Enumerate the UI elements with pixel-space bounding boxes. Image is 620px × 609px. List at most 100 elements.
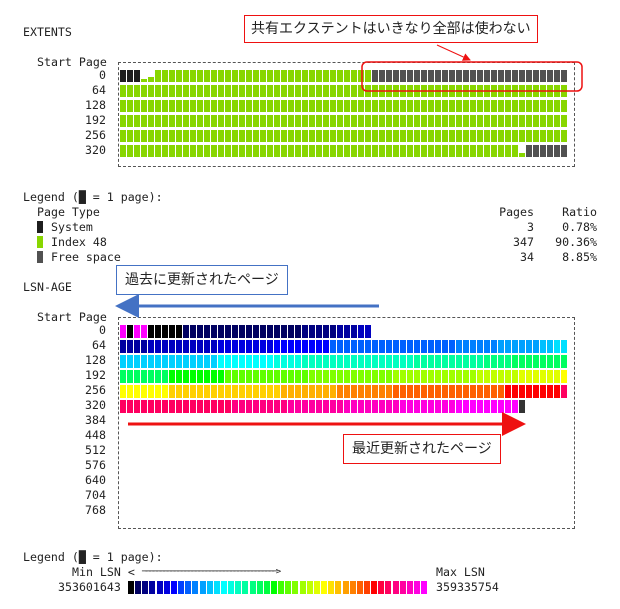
lsn-page-block [197,325,203,338]
index-page-block [267,100,273,112]
lsn-page-block [218,325,224,338]
lsn-page-block [484,355,490,368]
index-page-block [218,145,224,157]
index-page-block [281,70,287,82]
lsn-page-block [127,385,133,398]
index-page-block [330,85,336,97]
lsn-page-block [141,355,147,368]
index-page-block [246,115,252,127]
lsn-page-block [554,385,560,398]
lsn-page-block [414,385,420,398]
index-page-block [288,145,294,157]
index-page-block [141,145,147,157]
index-page-block [246,100,252,112]
lsn-page-block [407,385,413,398]
lsn-page-block [267,325,273,338]
index-page-block [491,100,497,112]
free-page-block [400,70,406,82]
index-page-block [428,130,434,142]
lsn-page-block [267,385,273,398]
index-page-block [274,70,280,82]
gradient-swatch [263,581,270,594]
index-page-block [225,115,231,127]
index-page-block [323,100,329,112]
index-page-block [351,85,357,97]
lsn-page-block [421,370,427,383]
lsn-page-block [456,385,462,398]
lsn-page-block [463,355,469,368]
lsn-page-block [148,325,154,338]
gradient-swatch [156,581,163,594]
index-page-block [288,115,294,127]
legend-ratio: 90.36% [555,235,597,249]
index-page-block [295,145,301,157]
index-page-block [204,100,210,112]
lsn-page-block [260,385,266,398]
index-swatch-icon [37,236,43,248]
index-page-block [127,145,133,157]
lsn-page-block [351,325,357,338]
lsn-page-block [442,370,448,383]
index-page-block [316,145,322,157]
lsn-page-block [547,340,553,353]
lsn-page-block [421,385,427,398]
index-page-block [519,100,525,112]
index-page-block [428,145,434,157]
index-page-block [533,100,539,112]
lsn-page-block [365,340,371,353]
index-page-block [463,115,469,127]
index-page-block [386,100,392,112]
lsn-page-block [540,385,546,398]
lsn-page-block [484,385,490,398]
gradient-swatch [292,581,299,594]
index-page-block [260,85,266,97]
lsn-page-block [358,325,364,338]
lsn-page-block [512,355,518,368]
index-page-block [260,100,266,112]
lsn-page-block [162,355,168,368]
index-page-block [323,130,329,142]
lsn-page-block [414,340,420,353]
row-label: 192 [85,113,106,127]
free-page-block [498,70,504,82]
index-page-block [253,115,259,127]
lsn-max-value: 359335754 [436,580,499,594]
index-page-block [183,100,189,112]
index-page-block [232,85,238,97]
gradient-swatch [356,581,363,594]
index-page-block [498,145,504,157]
free-page-block [547,145,553,157]
lsn-page-block [239,385,245,398]
index-page-block [526,115,532,127]
index-page-block [267,70,273,82]
gradient-swatch [278,581,285,594]
index-page-block [540,130,546,142]
index-page-block [218,130,224,142]
lsn-page-block [288,325,294,338]
lsn-page-block [379,355,385,368]
index-page-block [204,70,210,82]
lsn-page-block [169,340,175,353]
lsn-page-block [190,385,196,398]
lsn-page-block [176,370,182,383]
lsn-page-block [176,355,182,368]
lsn-page-block [386,370,392,383]
row-label: 256 [85,128,106,142]
index-page-block [414,100,420,112]
index-page-block [421,115,427,127]
lsn-page-block [169,325,175,338]
lsn-page-block [442,340,448,353]
index-page-block [491,145,497,157]
lsn-page-block [421,340,427,353]
lsn-page-block [372,400,378,413]
lsn-page-block [148,400,154,413]
gradient-swatch [306,581,313,594]
lsn-page-block [505,370,511,383]
index-page-block [197,85,203,97]
index-page-block [330,70,336,82]
gradient-swatch [299,581,306,594]
index-page-block [253,85,259,97]
lsn-page-block [330,370,336,383]
index-page-block [176,100,182,112]
index-page-block [512,130,518,142]
